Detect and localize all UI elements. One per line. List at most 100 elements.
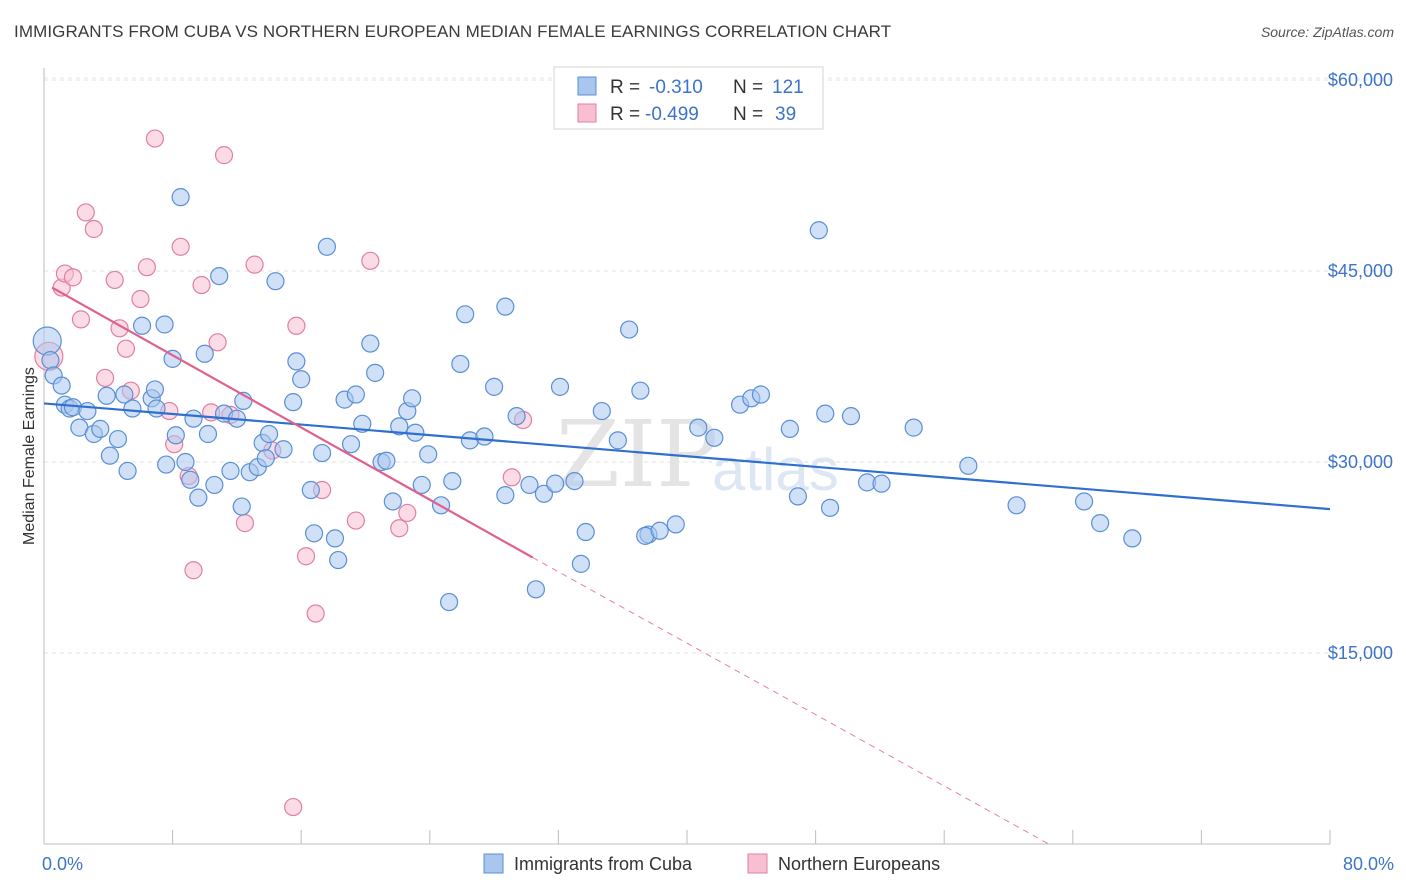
cuba-point-93 — [650, 521, 669, 540]
cuba-point-35 — [221, 461, 240, 481]
cuba-point-22 — [157, 455, 176, 474]
legend-r-value-1: -0.310 — [649, 77, 703, 98]
cuba-point-86 — [576, 522, 595, 542]
northern-point-19 — [184, 561, 203, 580]
cuba-point-85 — [571, 554, 591, 573]
cuba-point-64 — [390, 417, 409, 436]
cuba-point-11 — [97, 386, 116, 405]
cuba-point-83 — [550, 377, 570, 396]
cuba-point-0 — [32, 326, 62, 356]
northern-point-5 — [76, 203, 95, 222]
cuba-point-115 — [439, 592, 459, 612]
cuba-point-42 — [256, 449, 275, 468]
cuba-point-71 — [443, 472, 462, 491]
cuba-point-45 — [274, 440, 293, 459]
cuba-point-75 — [475, 427, 494, 446]
cuba-point-10 — [91, 419, 110, 438]
x-tick-label-0: 0.0% — [42, 854, 83, 874]
cuba-point-30 — [195, 344, 214, 363]
cuba-point-31 — [198, 424, 218, 444]
cuba-point-90 — [631, 381, 650, 400]
cuba-point-102 — [816, 404, 835, 423]
northern-point-25 — [235, 514, 255, 533]
cuba-point-51 — [312, 443, 332, 463]
cuba-point-16 — [123, 399, 142, 418]
cuba-point-14 — [115, 385, 134, 404]
cuba-point-33 — [210, 266, 229, 286]
cuba-point-80 — [520, 475, 539, 495]
cuba-point-57 — [346, 385, 365, 404]
cuba-point-12 — [100, 446, 120, 465]
x-tick-labels: 0.0% 80.0% — [42, 854, 1394, 874]
cuba-point-26 — [176, 452, 195, 472]
northern-point-34 — [361, 251, 380, 270]
cuba-point-81 — [534, 484, 554, 503]
axes — [43, 68, 1331, 845]
cuba-point-28 — [184, 409, 203, 428]
series-legend: Immigrants from Cuba Northern Europeans — [483, 853, 940, 874]
legend-swatch-cuba — [577, 76, 597, 96]
legend-n-label-1: N = — [733, 77, 763, 98]
cuba-point-20 — [147, 399, 166, 418]
cuba-point-78 — [496, 297, 515, 316]
northern-trend-line-extension — [532, 557, 1049, 845]
cuba-point-58 — [353, 414, 372, 433]
legend-n-label-2: N = — [733, 104, 763, 125]
legend-r-value-2: -0.499 — [645, 104, 699, 125]
cuba-point-56 — [341, 435, 361, 454]
northern-point-26 — [245, 255, 264, 274]
northern-point-13 — [137, 258, 156, 277]
cuba-point-113 — [809, 221, 828, 240]
cuba-point-66 — [403, 389, 422, 408]
northern-point-14 — [145, 129, 165, 148]
cuba-point-77 — [496, 486, 515, 505]
cuba-point-68 — [412, 475, 431, 495]
cuba-point-62 — [377, 451, 396, 470]
y-tick-labels: $15,000 $30,000 $45,000 $60,000 — [1328, 70, 1393, 663]
cuba-point-100 — [780, 419, 799, 438]
cuba-point-69 — [419, 445, 438, 464]
cuba-point-17 — [132, 316, 152, 335]
northern-point-33 — [346, 511, 365, 530]
series-northern-europeans — [34, 129, 533, 817]
cuba-point-79 — [507, 407, 526, 426]
cuba-point-109 — [1007, 496, 1026, 515]
cuba-point-96 — [705, 428, 724, 447]
cuba-point-53 — [325, 529, 345, 548]
northern-point-3 — [63, 268, 83, 287]
cuba-point-111 — [1091, 514, 1110, 533]
northern-point-30 — [296, 547, 316, 566]
cuba-point-27 — [181, 470, 200, 489]
y-axis-label: Median Female Earnings — [21, 367, 38, 545]
y-tick-label-3: $60,000 — [1328, 70, 1393, 90]
cuba-point-59 — [361, 334, 380, 353]
watermark: ZIP atlas — [556, 401, 839, 508]
trend-lines — [43, 286, 1331, 845]
cuba-point-47 — [287, 352, 306, 371]
northern-point-4 — [71, 310, 91, 329]
cuba-point-101 — [788, 487, 808, 506]
northern-point-23 — [214, 146, 234, 165]
northern-point-7 — [95, 368, 115, 388]
legend-n-value-1: 121 — [772, 77, 804, 98]
bottom-legend-swatch-northern — [747, 853, 768, 874]
bottom-legend-swatch-cuba — [483, 853, 504, 874]
cuba-point-1 — [41, 351, 60, 370]
cuba-point-15 — [118, 461, 137, 481]
chart-title: IMMIGRANTS FROM CUBA VS NORTHERN EUROPEA… — [14, 22, 892, 41]
bottom-legend-label-cuba: Immigrants from Cuba — [514, 854, 693, 874]
cuba-point-49 — [301, 480, 320, 500]
gridlines — [44, 77, 1394, 654]
cuba-point-112 — [1123, 529, 1142, 548]
cuba-point-32 — [205, 475, 224, 495]
correlation-legend: R = -0.310 N = 121 R = -0.499 N = 39 — [553, 66, 824, 130]
cuba-point-89 — [620, 320, 639, 339]
cuba-point-52 — [317, 237, 337, 256]
cuba-point-72 — [451, 354, 470, 374]
northern-point-12 — [131, 289, 150, 309]
y-tick-label-2: $45,000 — [1328, 261, 1393, 281]
cuba-point-60 — [366, 363, 385, 382]
northern-point-36 — [398, 503, 417, 523]
cuba-point-46 — [284, 393, 303, 412]
